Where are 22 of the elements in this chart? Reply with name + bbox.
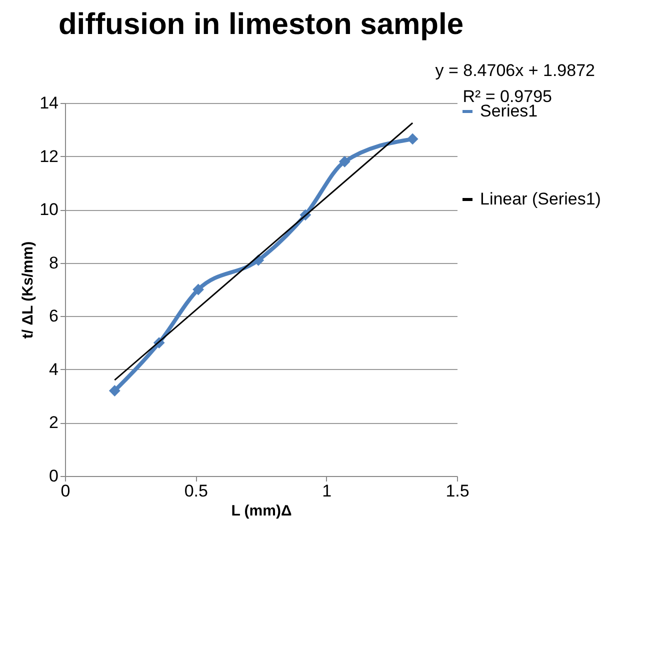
y-tick-label: 8 [49,253,58,272]
y-tick-label: 2 [49,413,58,432]
y-axis-title: t/ ΔL (Ks/mm) [20,241,37,339]
y-tick-label: 12 [40,146,58,166]
x-tick-label: 0 [60,482,70,500]
y-tick-label: 4 [49,360,58,379]
y-tick-label: 14 [40,94,58,112]
legend-label: Series1 [480,102,538,120]
y-tick-label: 0 [49,466,58,486]
point [108,385,120,396]
y-tick-label: 6 [49,306,58,326]
x-tick-label: 1.5 [446,482,470,500]
legend-label: Linear (Series1) [480,190,601,208]
point [406,133,418,145]
chart-title: diffusion in limeston sample [58,8,464,41]
point [338,156,350,168]
y-tick-label: 10 [40,200,58,220]
x-axis-title: L (mm)Δ [231,502,292,520]
x-tick-label: 1 [322,482,332,500]
x-tick-label: 0.5 [184,482,208,500]
text: y = 8.4706x + 1.9872 [435,61,595,80]
point [192,284,204,296]
